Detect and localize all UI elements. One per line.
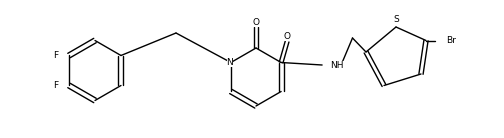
Text: O: O xyxy=(253,18,260,26)
Text: N: N xyxy=(226,58,233,67)
Text: O: O xyxy=(284,32,291,41)
Text: NH: NH xyxy=(330,60,344,70)
Text: F: F xyxy=(53,51,58,60)
Text: F: F xyxy=(53,81,58,90)
Text: S: S xyxy=(393,15,399,25)
Text: Br: Br xyxy=(446,36,456,45)
